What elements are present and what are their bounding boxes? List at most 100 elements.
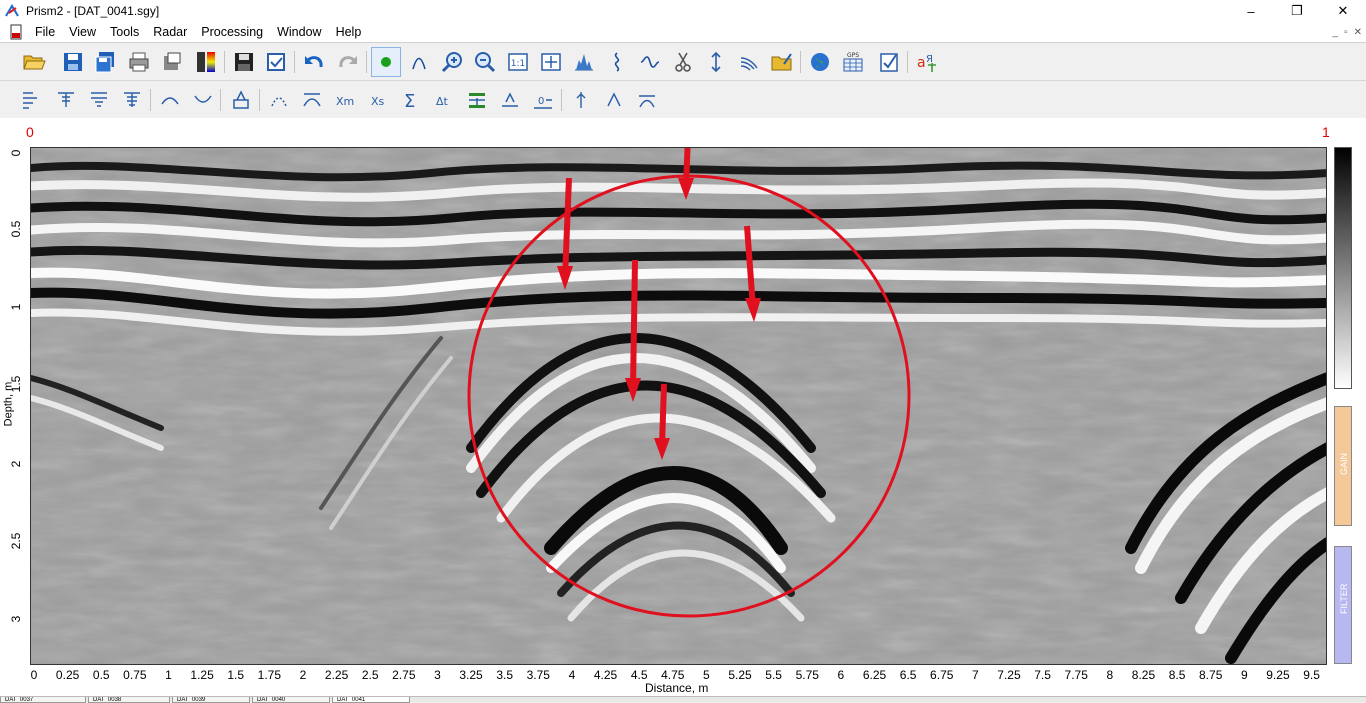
x-tick: 9.25	[1266, 668, 1290, 682]
menu-help[interactable]: Help	[335, 25, 362, 39]
range-start-label: 0	[26, 124, 34, 140]
save-all-button[interactable]	[92, 49, 118, 75]
mdi-minimize-button[interactable]: _	[1332, 26, 1339, 38]
scissors-icon	[675, 52, 691, 72]
tab-dat-0039[interactable]: DAT_0039	[172, 697, 250, 703]
y-tick: 2	[9, 460, 23, 468]
gps-icon: GPS	[843, 52, 863, 72]
menu-view[interactable]: View	[69, 25, 97, 39]
migration-button[interactable]	[266, 87, 292, 113]
report-button[interactable]	[876, 49, 902, 75]
signal-waves-icon	[740, 57, 758, 71]
tab-dat-0041[interactable]: DAT_0041	[332, 697, 410, 703]
hyperbola-icon	[412, 57, 426, 70]
time-zero-button[interactable]	[53, 87, 79, 113]
histogram-button[interactable]	[571, 49, 597, 75]
align-icon	[23, 92, 37, 109]
envelope-button[interactable]	[497, 87, 523, 113]
palette-button[interactable]	[193, 49, 219, 75]
delta-t-button[interactable]: Δt	[431, 87, 457, 113]
wave-button[interactable]	[637, 49, 663, 75]
save-button[interactable]	[60, 49, 86, 75]
menu-tools[interactable]: Tools	[110, 25, 140, 39]
menu-processing[interactable]: Processing	[201, 25, 264, 39]
zoom-out-button[interactable]	[472, 49, 498, 75]
offset-button[interactable]: 0	[530, 87, 556, 113]
pick-button[interactable]	[568, 87, 594, 113]
tab-dat-0040[interactable]: DAT_0040	[252, 697, 330, 703]
trace-icon	[614, 52, 620, 72]
menu-radar[interactable]: Radar	[153, 25, 188, 39]
x-tick: 6.25	[862, 668, 887, 682]
trace-button[interactable]	[604, 49, 630, 75]
menu-window[interactable]: Window	[277, 25, 322, 39]
export-icon	[164, 52, 181, 70]
check-button[interactable]	[263, 49, 289, 75]
undo-button[interactable]	[301, 49, 327, 75]
print-button[interactable]	[126, 49, 152, 75]
annotation-arrow	[683, 148, 691, 189]
maximize-button[interactable]: ❐	[1291, 3, 1303, 18]
annotation-arrow	[562, 177, 572, 279]
vertical-scale-button[interactable]	[703, 49, 729, 75]
cut-button[interactable]	[670, 49, 696, 75]
tab-dat-0037[interactable]: DAT_0037	[0, 697, 86, 703]
pick-hyperbola-button[interactable]	[634, 87, 660, 113]
close-button[interactable]: ✕	[1337, 3, 1349, 18]
radargram-image[interactable]	[30, 147, 1327, 665]
bend-down-button[interactable]	[190, 87, 216, 113]
align-button[interactable]	[16, 87, 42, 113]
menu-file[interactable]: File	[35, 25, 56, 39]
redo-button[interactable]	[335, 49, 361, 75]
menu-bar: File View Tools Radar Processing Window …	[0, 22, 1366, 42]
svg-text:Xs: Xs	[371, 95, 385, 108]
background-removal-button[interactable]	[86, 87, 112, 113]
zoom-actual-button[interactable]: 1:1	[505, 49, 531, 75]
fit-arrows-icon	[541, 53, 561, 71]
amplitude-colorbar[interactable]	[1334, 147, 1352, 389]
open-file-button[interactable]	[16, 49, 52, 75]
map-button[interactable]	[807, 49, 833, 75]
one-to-one-icon: 1:1	[508, 53, 528, 71]
svg-text:GPS: GPS	[847, 52, 859, 59]
gps-button[interactable]: GPS	[840, 49, 866, 75]
export-button[interactable]	[159, 49, 185, 75]
minimize-button[interactable]: –	[1247, 3, 1255, 19]
x-tick: 7.75	[1064, 668, 1088, 682]
hyperbola-button[interactable]	[406, 49, 432, 75]
gain-button[interactable]	[464, 87, 490, 113]
horizon-button[interactable]	[299, 87, 325, 113]
svg-text:0: 0	[538, 96, 544, 107]
x-tick: 0.75	[123, 668, 147, 682]
range-end-label: 1	[1322, 124, 1330, 140]
marker-button[interactable]	[228, 87, 254, 113]
redo-icon	[339, 56, 357, 68]
signal-button[interactable]	[736, 49, 762, 75]
annotation-overlay	[467, 148, 911, 618]
xs-button[interactable]: Xs	[365, 87, 391, 113]
delta-t-icon: Δt	[436, 95, 449, 108]
filter-panel[interactable]: FILTER	[1334, 546, 1352, 664]
printer-icon	[129, 52, 149, 72]
sum-button[interactable]: Σ	[398, 87, 424, 113]
mdi-close-button[interactable]: ✕	[1353, 26, 1362, 38]
tab-dat-0038[interactable]: DAT_0038	[88, 697, 170, 703]
subtract-button[interactable]	[119, 87, 145, 113]
bend-up-button[interactable]	[157, 87, 183, 113]
open-project-button[interactable]	[769, 49, 795, 75]
radargram-viewer: 0 1 Depth, m 0 0.5 1 1.5 2 2.5 3	[0, 118, 1366, 696]
fit-window-button[interactable]	[538, 49, 564, 75]
point-mode-button[interactable]	[371, 47, 401, 77]
save-project-button[interactable]	[231, 49, 257, 75]
vertical-arrows-icon	[711, 51, 721, 73]
mdi-restore-button[interactable]: ▫	[1344, 26, 1348, 38]
zoom-in-button[interactable]	[439, 49, 465, 75]
x-tick: 6.5	[899, 668, 917, 682]
gain-panel[interactable]: GAIN	[1334, 406, 1352, 526]
x-tick: 4.25	[593, 668, 618, 682]
x-tick: 8.75	[1199, 668, 1223, 682]
envelope-icon	[502, 92, 518, 107]
pick-peak-button[interactable]	[601, 87, 627, 113]
xm-button[interactable]: Xm	[332, 87, 358, 113]
